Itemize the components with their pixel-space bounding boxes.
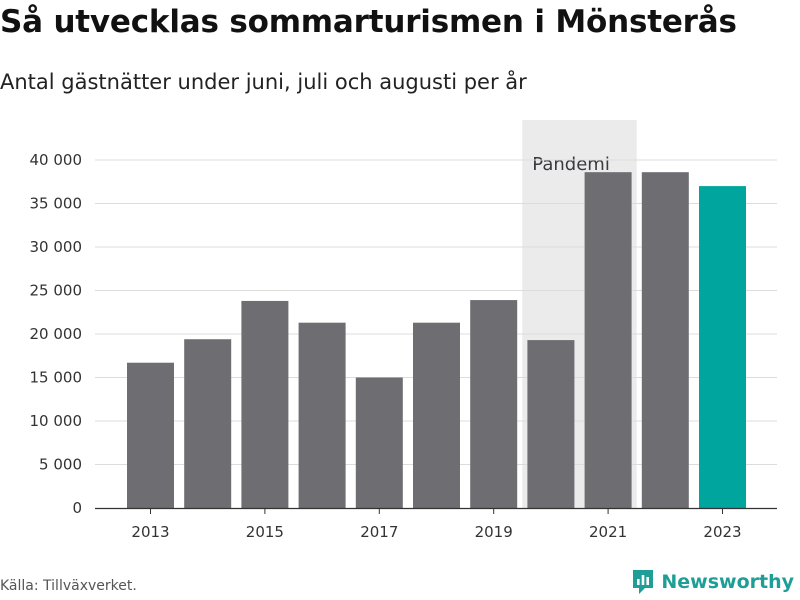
bar-2013 — [127, 362, 174, 508]
source-note: Källa: Tillväxverket. — [0, 578, 137, 594]
y-tick-label: 15 000 — [30, 369, 83, 387]
x-tick-label: 2013 — [131, 523, 169, 541]
bar-2017 — [355, 377, 403, 508]
bar-2022 — [641, 172, 689, 508]
x-tick-label: 2015 — [246, 523, 284, 541]
pandemic-label: Pandemi — [532, 154, 610, 175]
bar-2015 — [241, 300, 289, 508]
x-tick-label: 2017 — [360, 523, 398, 541]
chart-title: Så utvecklas sommarturismen i Mönsterås — [0, 4, 737, 40]
bar-2023 — [699, 186, 746, 508]
chart-subtitle: Antal gästnätter under juni, juli och au… — [0, 70, 527, 94]
y-tick-label: 0 — [72, 499, 82, 517]
bar-2016 — [298, 322, 346, 508]
y-tick-label: 40 000 — [30, 151, 83, 169]
x-tick-label: 2023 — [703, 523, 741, 541]
y-tick-label: 35 000 — [30, 195, 83, 213]
bar-2014 — [184, 339, 232, 508]
x-tick-label: 2019 — [475, 523, 513, 541]
bar-chart: Pandemi 0 5 000 10 000 15 000 20 000 25 000 30 … — [30, 120, 777, 541]
bar-2020 — [527, 340, 575, 508]
y-tick-label: 25 000 — [30, 282, 83, 300]
y-tick-label: 5 000 — [39, 456, 82, 474]
brand-name: Newsworthy — [661, 571, 794, 593]
x-tick-label: 2021 — [589, 523, 627, 541]
bar-2018 — [413, 322, 460, 508]
brand-logo: Newsworthy — [631, 568, 794, 596]
y-tick-label: 20 000 — [30, 325, 83, 343]
newsworthy-logo-icon — [633, 570, 654, 594]
y-tick-label: 30 000 — [30, 238, 83, 256]
bar-2021 — [584, 172, 632, 508]
bar-2019 — [470, 300, 518, 508]
y-tick-label: 10 000 — [30, 412, 83, 430]
